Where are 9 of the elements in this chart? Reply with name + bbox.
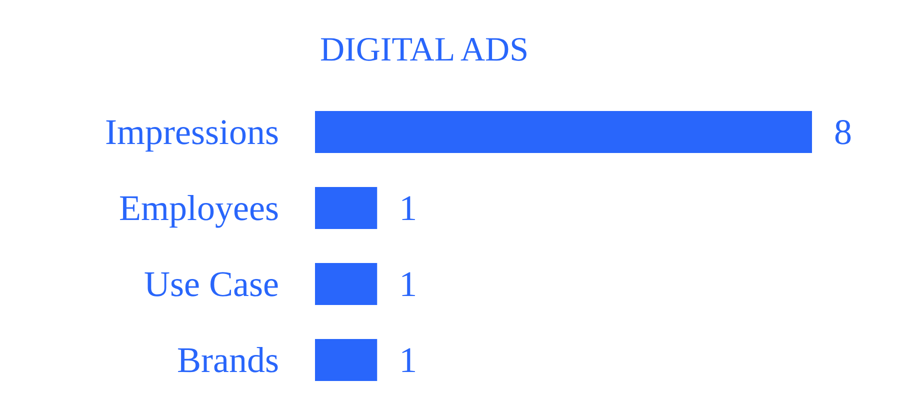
y-tick-label: Brands [177,340,279,380]
data-label: 8 [834,112,852,152]
y-tick-label: Use Case [144,264,279,304]
data-label: 1 [399,340,418,380]
y-tick-label: Employees [119,188,279,228]
y-tick-label: Impressions [105,112,279,152]
chart-title: DIGITAL ADS [320,32,528,68]
data-label: 1 [399,188,418,228]
data-label: 1 [399,264,418,304]
